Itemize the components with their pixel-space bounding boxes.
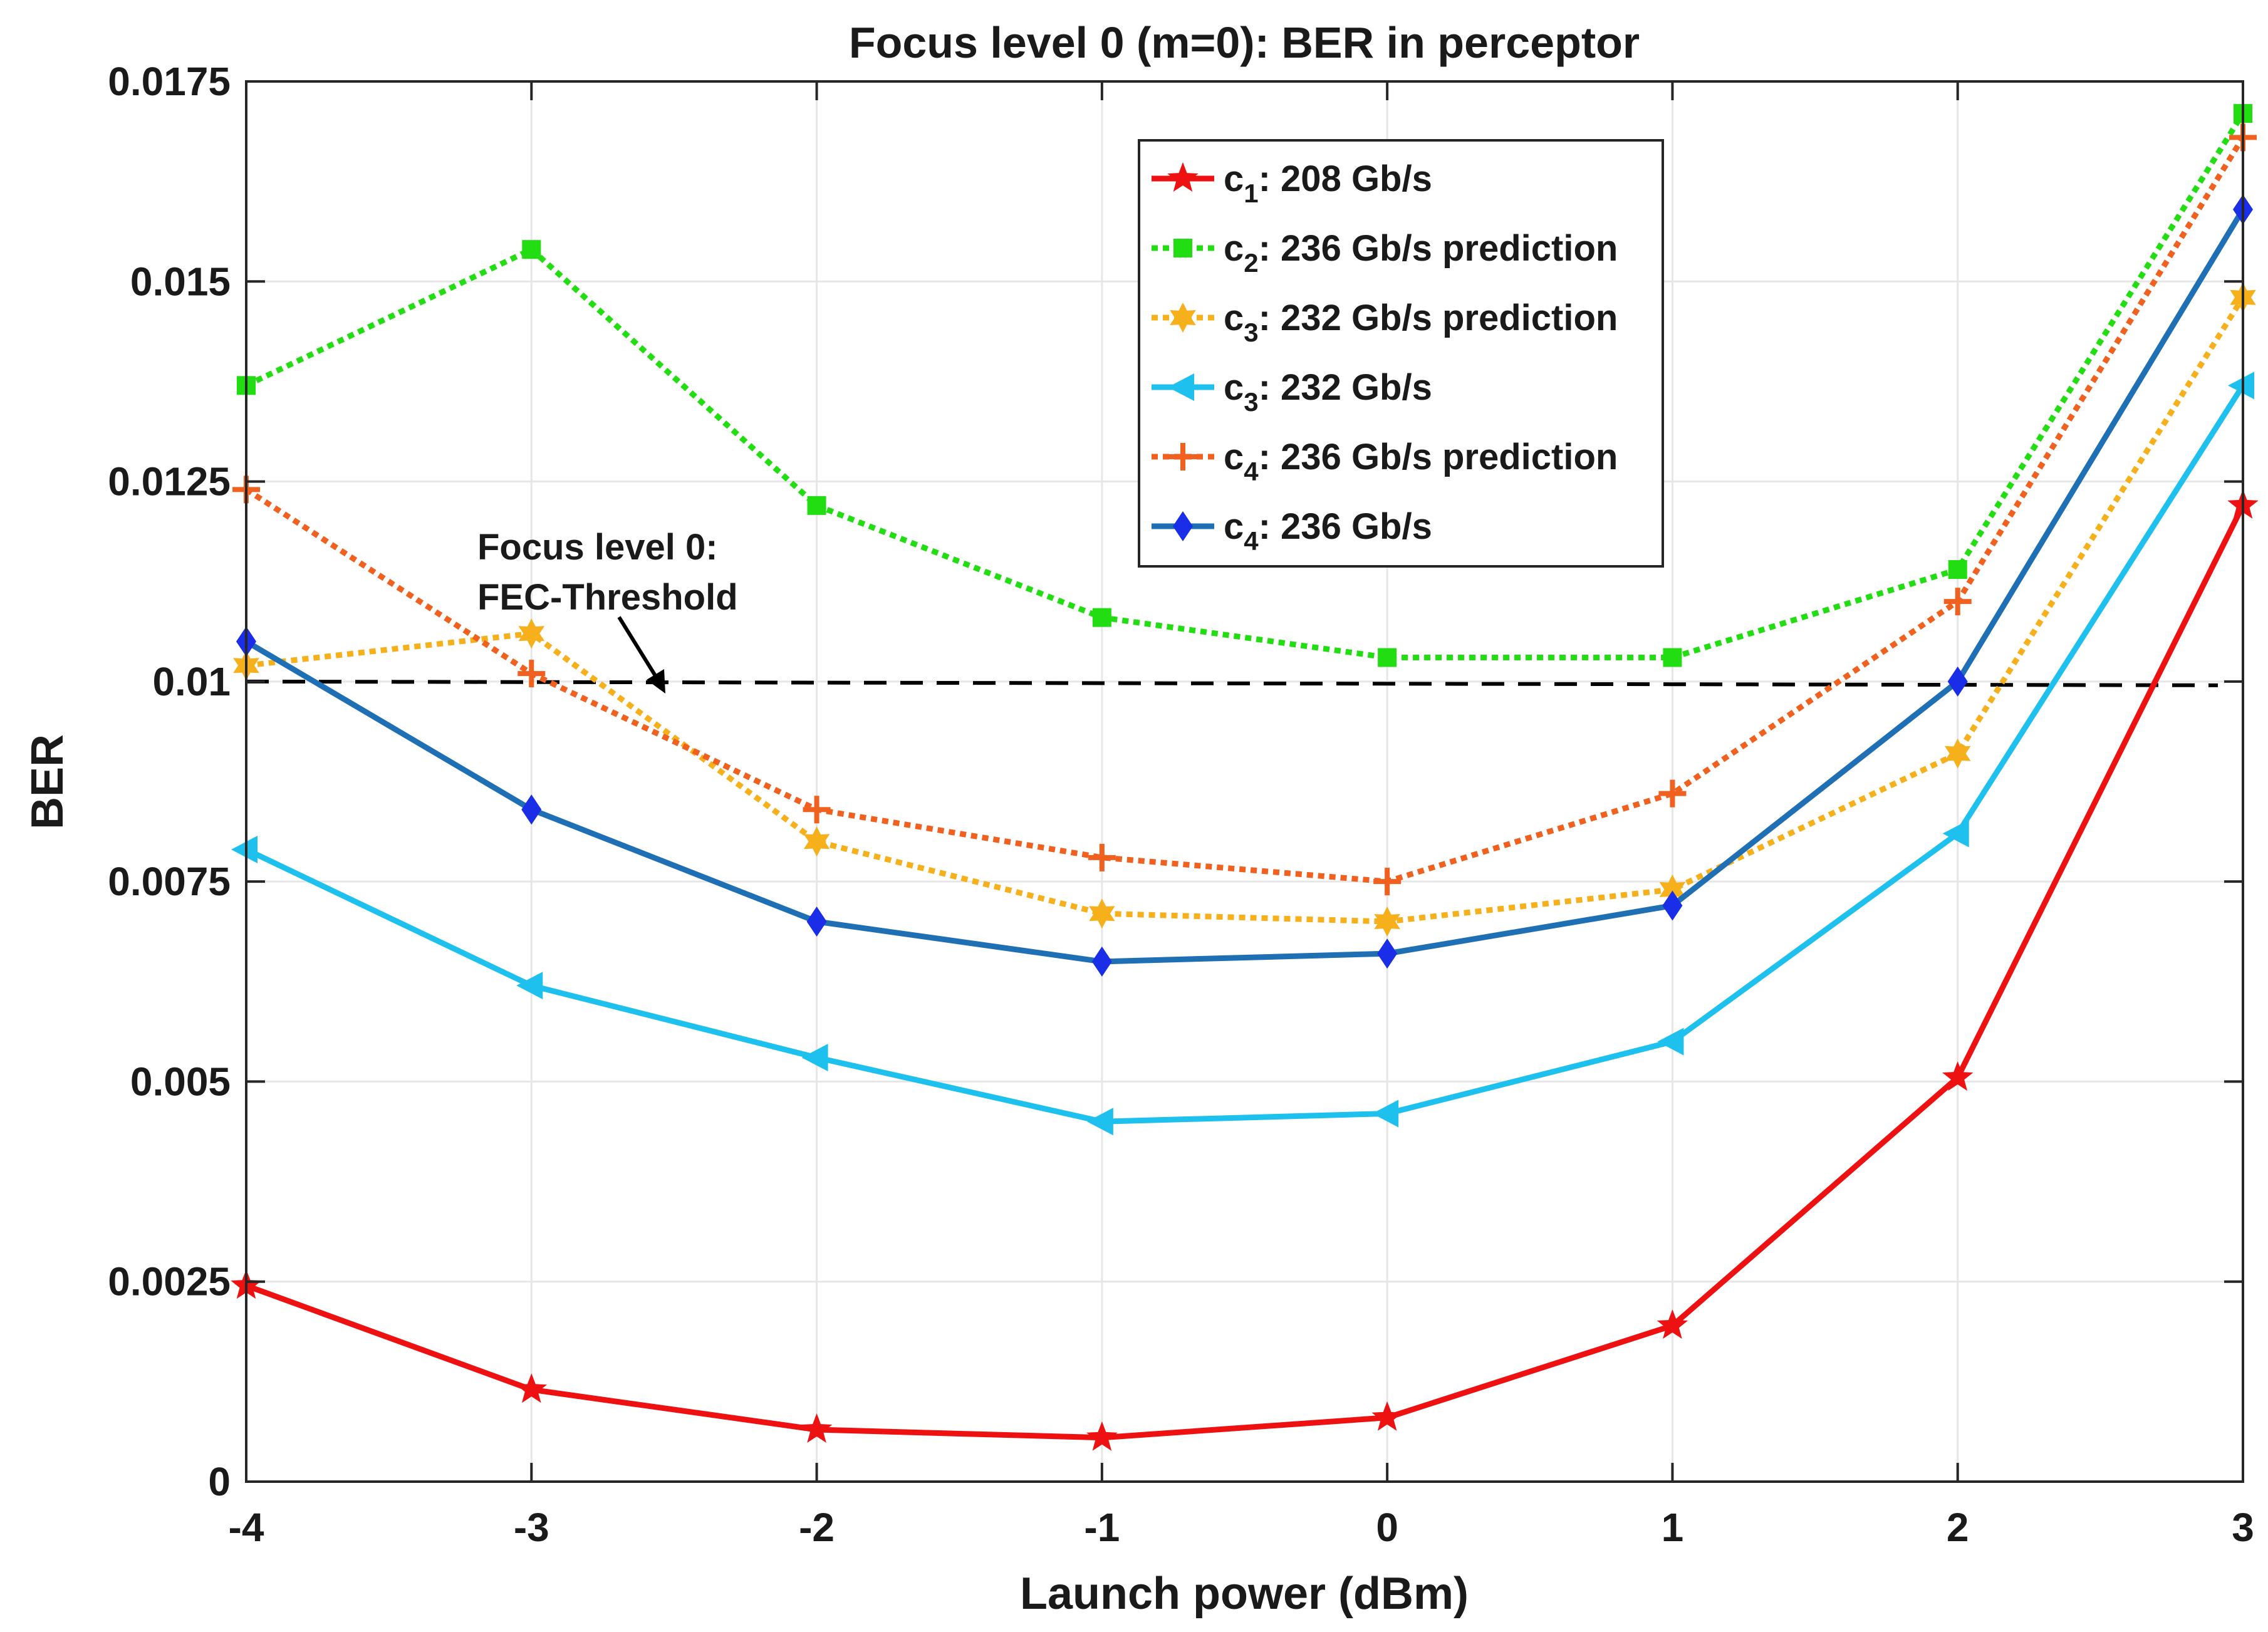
data-point-marker: [1167, 162, 1199, 192]
series-line-c3p: [246, 296, 2245, 925]
y-tick-label: 0.0025: [108, 1259, 231, 1304]
y-tick-label: 0.01: [152, 659, 231, 704]
threshold-arrow-head: [647, 669, 665, 694]
data-point-marker: [1372, 1099, 1399, 1128]
data-point-marker: [1947, 666, 1968, 697]
y-tick-label: 0.0175: [108, 59, 231, 104]
data-point-marker: [521, 794, 542, 825]
data-point-marker: [803, 796, 831, 824]
data-point-marker: [1373, 868, 1402, 896]
data-point-marker: [1371, 1401, 1403, 1431]
legend-entry-label: c1: 208 Gb/s: [1224, 159, 1432, 208]
fec-threshold: Focus level 0: FEC-Threshold: [246, 527, 2219, 694]
series-c3: [231, 372, 2254, 1136]
data-point-marker: [231, 836, 257, 864]
legend-entry-label: c3: 232 Gb/s: [1224, 367, 1432, 417]
x-tick-label: 1: [1662, 1505, 1684, 1550]
y-tick-label: 0.0075: [108, 859, 231, 904]
data-point-marker: [1378, 648, 1397, 667]
data-point-marker: [1377, 938, 1398, 969]
threshold-arrow-shaft: [617, 616, 660, 681]
data-point-marker: [1942, 819, 1969, 848]
series-c4: [236, 194, 2253, 977]
data-point-marker: [1944, 738, 1971, 769]
data-point-marker: [1088, 843, 1116, 871]
data-point-marker: [1089, 898, 1115, 929]
data-point-marker: [1663, 648, 1682, 667]
y-axis-label: BER: [23, 734, 73, 829]
data-point-marker: [801, 1044, 828, 1072]
data-point-marker: [1943, 588, 1972, 616]
legend-entry-label: c3: 232 Gb/s prediction: [1224, 298, 1618, 347]
data-point-marker: [1948, 560, 1967, 580]
legend-entry-label: c4: 236 Gb/s: [1224, 506, 1432, 556]
data-point-marker: [1173, 239, 1192, 257]
y-tick-label: 0.005: [130, 1059, 231, 1104]
data-point-marker: [806, 907, 827, 937]
data-point-marker: [1374, 907, 1400, 937]
legend: c1: 208 Gb/s c2: 236 Gb/s prediction c3: 2…: [1138, 139, 1664, 568]
data-point-marker: [1658, 779, 1687, 808]
x-tick-label: 0: [1376, 1505, 1398, 1550]
data-point-marker: [518, 660, 546, 688]
y-tick-label: 0: [208, 1459, 231, 1504]
threshold-annotation-line1: Focus level 0:: [477, 527, 718, 568]
data-point-marker: [1662, 890, 1683, 921]
data-point-marker: [516, 1373, 547, 1403]
data-point-marker: [1657, 1309, 1688, 1339]
legend-box: [1138, 139, 1664, 568]
legend-entry-label: c2: 236 Gb/s prediction: [1224, 228, 1618, 278]
x-tick-label: 3: [2232, 1505, 2254, 1550]
data-point-marker: [1086, 1421, 1118, 1451]
data-point-marker: [801, 1413, 833, 1443]
data-point-marker: [1173, 511, 1193, 541]
x-tick-label: -3: [514, 1505, 549, 1550]
data-point-marker: [803, 826, 830, 857]
data-point-marker: [1659, 874, 1686, 905]
data-point-marker: [1657, 1027, 1684, 1056]
data-point-marker: [1086, 1108, 1113, 1136]
data-point-marker: [1169, 443, 1197, 470]
chart-title: Focus level 0 (m=0): BER in perceptor: [849, 18, 1640, 67]
data-point-marker: [1092, 608, 1111, 627]
x-tick-label: 2: [1947, 1505, 1969, 1550]
data-point-marker: [522, 240, 541, 259]
data-point-marker: [807, 496, 826, 515]
series-line-c4p: [244, 136, 2245, 885]
y-tick-label: 0.015: [130, 259, 231, 304]
data-point-marker: [1091, 946, 1112, 977]
fec-threshold-line: [246, 679, 2219, 687]
legend-entry-label: c4: 236 Gb/s prediction: [1224, 437, 1618, 486]
series-line-c1: [245, 504, 2246, 1441]
series-line-c2p: [245, 112, 2245, 660]
data-point-marker: [516, 972, 543, 1000]
threshold-annotation-line2: FEC-Threshold: [477, 577, 738, 618]
data-point-marker: [1942, 1061, 1974, 1091]
series-line-c3: [245, 383, 2245, 1125]
series-line-c4: [244, 207, 2245, 965]
x-tick-label: -4: [229, 1505, 264, 1550]
data-point-marker: [1170, 303, 1196, 333]
x-tick-label: -1: [1084, 1505, 1120, 1550]
data-point-marker: [2228, 372, 2254, 400]
data-point-marker: [518, 618, 545, 649]
x-axis-label: Launch power (dBm): [1020, 1569, 1469, 1619]
y-tick-label: 0.0125: [108, 459, 231, 504]
plot-frame: [245, 80, 2244, 1483]
data-point-marker: [1168, 373, 1194, 401]
series-layer: [231, 104, 2259, 1451]
x-tick-label: -2: [799, 1505, 835, 1550]
axis-ticks: -4 -3 -2 -1 0 1 2 3 0 0.0025 0.005 0.0075 0.01 0.0125…: [108, 59, 2254, 1550]
